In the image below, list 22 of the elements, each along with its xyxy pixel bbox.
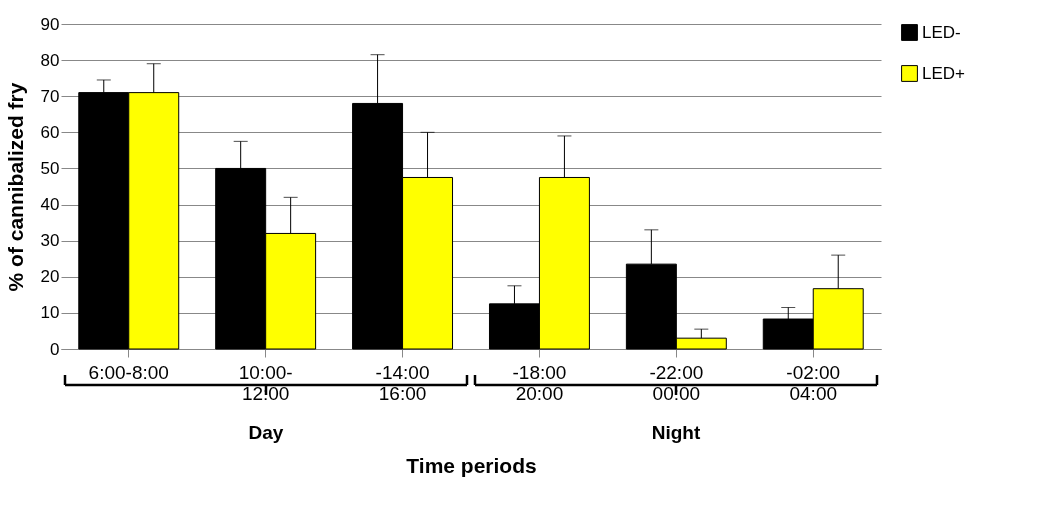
x-tick-label: 10:00- 12:00 — [238, 361, 293, 404]
text: Day — [248, 422, 284, 443]
x-tick-label: -18:00 20:00 — [512, 361, 567, 404]
y-tick-label: 20 — [40, 267, 60, 287]
text: Night — [651, 422, 701, 443]
x-axis-title: Time periods — [406, 453, 537, 477]
x-tick-label: -14:00 16:00 — [375, 361, 430, 404]
x-tick-label: -22:00 00:00 — [649, 361, 704, 404]
y-tick-label: 30 — [40, 231, 60, 251]
y-tick-label: 0 — [50, 339, 60, 359]
y-tick-label: 90 — [40, 14, 60, 34]
y-tick-label: 60 — [40, 122, 60, 142]
legend-label: LED+ — [922, 63, 966, 83]
x-tick-label: -02:00 04:00 — [786, 361, 841, 404]
y-tick-label: 10 — [40, 303, 60, 323]
y-tick-label: 40 — [40, 195, 60, 215]
y-tick-label: 80 — [40, 50, 60, 70]
y-tick-label: 50 — [40, 158, 60, 178]
y-axis-title: % of cannibalized fry — [3, 82, 27, 292]
legend-label: LED- — [922, 22, 961, 42]
x-tick-label: 6:00-8:00 — [88, 361, 169, 383]
y-tick-label: 70 — [40, 86, 60, 106]
